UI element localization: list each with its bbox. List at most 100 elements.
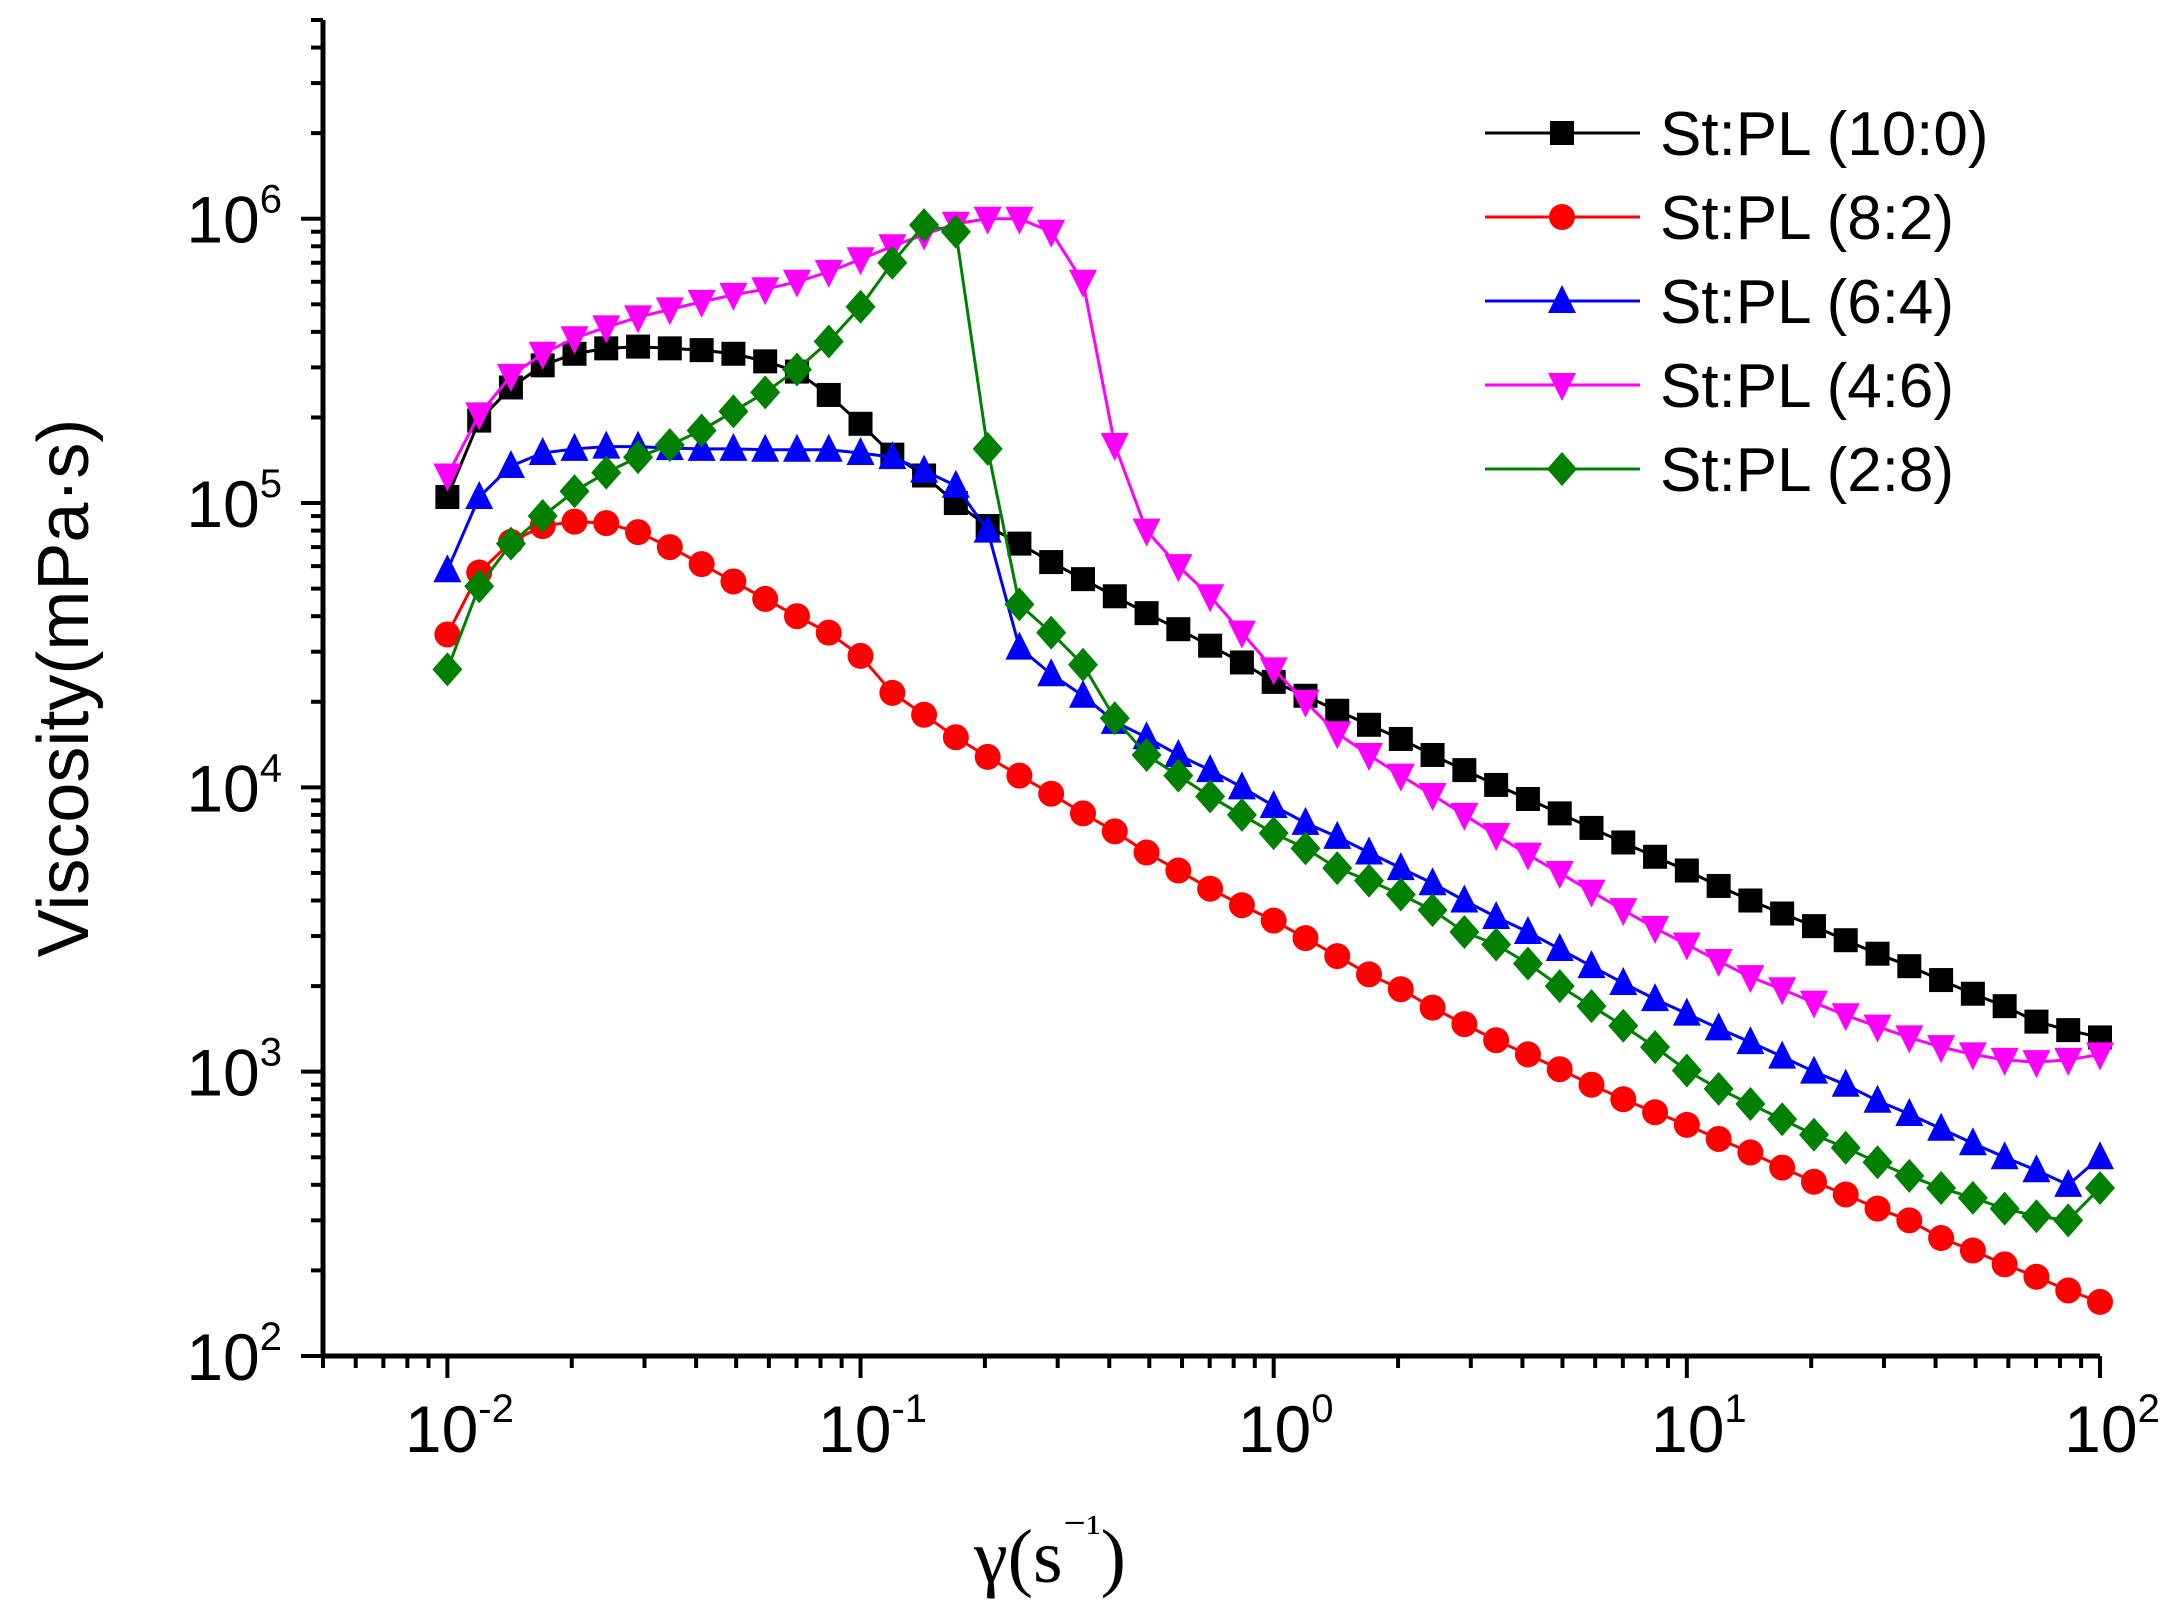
data-point <box>1609 967 1638 996</box>
data-point <box>464 569 495 604</box>
data-point <box>1068 269 1097 298</box>
data-point <box>496 363 525 392</box>
data-point <box>1641 916 1670 945</box>
y-axis-label: Viscosity(mPa·s) <box>24 419 104 958</box>
data-point <box>1133 839 1160 866</box>
legend-item: St:PL (10:0) <box>1485 100 1989 169</box>
data-point <box>1546 1056 1573 1083</box>
x-tick-label: 10-1 <box>818 1387 927 1466</box>
y-tick-label: 105 <box>186 462 282 541</box>
data-point <box>1259 657 1288 686</box>
data-point <box>750 375 781 410</box>
data-point <box>1450 802 1479 831</box>
data-point <box>783 603 810 630</box>
legend-marker <box>1548 373 1576 401</box>
data-point <box>1799 990 1828 1019</box>
data-point <box>1482 900 1511 929</box>
data-point <box>1450 884 1479 913</box>
y-tick-label: 104 <box>186 746 282 825</box>
data-point <box>847 642 874 669</box>
data-point <box>1196 584 1225 613</box>
data-point <box>1990 1141 2019 1170</box>
data-point <box>1958 1042 1987 1071</box>
data-point <box>2085 1170 2115 1205</box>
data-point <box>2054 1047 2083 1076</box>
series-5 <box>432 208 2115 1238</box>
data-point <box>1322 851 1353 886</box>
data-point <box>1357 712 1382 737</box>
legend-marker <box>1549 204 1575 230</box>
data-point <box>1354 863 1385 898</box>
data-point <box>496 449 525 478</box>
data-point <box>718 394 749 429</box>
data-point <box>1258 816 1289 851</box>
data-point <box>1323 721 1352 750</box>
data-point <box>753 349 778 374</box>
data-point <box>495 526 526 561</box>
data-point <box>1896 1207 1923 1234</box>
data-point <box>1482 822 1511 851</box>
y-tick-label: 102 <box>186 1315 282 1394</box>
data-point <box>592 315 621 344</box>
data-point <box>1545 860 1574 889</box>
data-point <box>1007 531 1032 556</box>
data-point <box>1610 1086 1637 1113</box>
data-point <box>560 432 589 461</box>
data-point <box>1576 989 1607 1024</box>
legend-item: St:PL (6:4) <box>1485 268 1954 337</box>
data-point <box>1736 1026 1765 1055</box>
data-point <box>1704 1012 1733 1041</box>
legend-marker <box>1550 121 1574 145</box>
data-point <box>1926 1170 1957 1205</box>
data-point <box>1833 928 1858 953</box>
data-point <box>560 326 589 355</box>
x-tick-label: 100 <box>1238 1387 1334 1466</box>
data-point <box>1324 943 1351 970</box>
data-point <box>1227 620 1256 649</box>
data-point <box>1449 914 1480 949</box>
data-point <box>1387 976 1414 1003</box>
data-point <box>973 206 1002 235</box>
data-point <box>1544 969 1575 1004</box>
data-point <box>1736 965 1765 994</box>
data-point <box>528 341 557 370</box>
data-point <box>752 585 779 612</box>
data-point <box>1195 779 1226 814</box>
data-point <box>1865 941 1890 966</box>
data-point <box>845 289 876 324</box>
data-point <box>623 440 654 475</box>
data-point <box>1706 873 1731 898</box>
data-point <box>433 463 462 492</box>
data-point <box>846 247 875 276</box>
data-point <box>1957 1180 1988 1215</box>
y-tick-label: 106 <box>186 178 282 257</box>
data-point <box>1547 801 1572 826</box>
data-point <box>1165 857 1192 884</box>
data-point <box>655 297 684 326</box>
legend-label: St:PL (2:8) <box>1660 436 1954 505</box>
data-point <box>973 514 1002 543</box>
data-point <box>1643 844 1668 869</box>
data-point <box>1864 1195 1891 1222</box>
data-point <box>1228 892 1255 919</box>
data-point <box>1164 738 1193 767</box>
data-point <box>559 474 590 509</box>
data-point <box>1640 1030 1671 1065</box>
data-point <box>2021 1199 2052 1234</box>
data-point <box>1067 647 1098 682</box>
data-point <box>1672 997 1701 1026</box>
data-point <box>1102 584 1127 609</box>
data-point <box>1419 994 1446 1021</box>
legend-marker <box>1548 285 1576 313</box>
data-point <box>1418 783 1447 812</box>
data-point <box>1830 1130 1861 1165</box>
data-point <box>1355 742 1384 771</box>
data-point <box>2086 1141 2114 1170</box>
legend-label: St:PL (10:0) <box>1660 100 1989 169</box>
data-point <box>1927 1112 1956 1141</box>
data-point <box>1290 831 1321 866</box>
data-point <box>1609 898 1638 927</box>
data-point <box>2054 1168 2083 1197</box>
data-point <box>1735 1086 1766 1121</box>
